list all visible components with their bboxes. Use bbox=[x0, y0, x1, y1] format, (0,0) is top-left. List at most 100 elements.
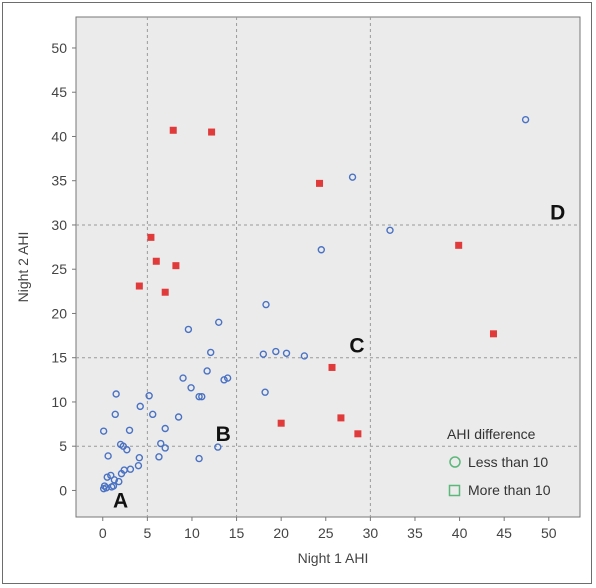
y-tick-label: 10 bbox=[51, 394, 67, 410]
scatter-point-less-than-10 bbox=[134, 461, 143, 470]
x-tick-label: 40 bbox=[452, 525, 468, 541]
plot-area bbox=[75, 16, 581, 518]
scatter-point-more-than-10 bbox=[169, 126, 177, 134]
x-tick-label: 45 bbox=[496, 525, 512, 541]
x-tick-label: 0 bbox=[99, 525, 107, 541]
scatter-point-less-than-10 bbox=[195, 392, 203, 401]
y-tick-label: 35 bbox=[51, 173, 67, 189]
scatter-point-less-than-10 bbox=[145, 392, 153, 400]
legend: AHI difference Less than 10 More than 10 bbox=[447, 426, 551, 498]
series-more-than-10 bbox=[135, 126, 497, 438]
scatter-point-more-than-10 bbox=[152, 257, 160, 265]
scatter-point-less-than-10 bbox=[179, 374, 187, 382]
scatter-point-less-than-10 bbox=[112, 390, 120, 398]
x-axis-ticks: 0 5 10 15 20 25 30 35 40 45 50 bbox=[99, 517, 557, 541]
scatter-point-less-than-10 bbox=[259, 350, 268, 358]
scatter-point-less-than-10 bbox=[206, 348, 215, 357]
scatter-point-less-than-10 bbox=[161, 444, 169, 452]
scatter-point-less-than-10 bbox=[282, 349, 291, 357]
scatter-point-more-than-10 bbox=[337, 414, 345, 422]
y-axis-ticks: 0 5 10 15 20 25 30 35 40 45 50 bbox=[51, 40, 76, 498]
scatter-point-more-than-10 bbox=[135, 282, 143, 290]
scatter-point-less-than-10 bbox=[300, 352, 309, 360]
y-axis-title: Night 2 AHI bbox=[15, 232, 31, 303]
x-tick-label: 25 bbox=[318, 525, 334, 541]
y-tick-label: 20 bbox=[51, 305, 67, 321]
scatter-point-more-than-10 bbox=[172, 262, 180, 270]
y-tick-label: 40 bbox=[51, 128, 67, 144]
x-axis-title: Night 1 AHI bbox=[298, 550, 369, 566]
scatter-point-less-than-10 bbox=[348, 173, 357, 181]
legend-title: AHI difference bbox=[447, 426, 536, 442]
scatter-point-less-than-10 bbox=[261, 388, 269, 396]
x-tick-label: 35 bbox=[407, 525, 423, 541]
scatter-point-less-than-10 bbox=[187, 384, 195, 392]
region-labels: A B C D bbox=[113, 202, 565, 513]
scatter-point-less-than-10 bbox=[149, 410, 157, 419]
x-tick-label: 20 bbox=[273, 525, 289, 541]
scatter-point-less-than-10 bbox=[220, 376, 228, 384]
scatter-point-less-than-10 bbox=[262, 300, 270, 309]
region-label-b: B bbox=[216, 423, 231, 446]
scatter-point-less-than-10 bbox=[272, 347, 280, 356]
scatter-point-less-than-10 bbox=[135, 454, 144, 462]
scatter-point-more-than-10 bbox=[277, 419, 285, 427]
x-tick-label: 10 bbox=[184, 525, 200, 541]
scatter-point-less-than-10 bbox=[184, 325, 193, 334]
scatter-point-less-than-10 bbox=[155, 453, 163, 461]
scatter-point-less-than-10 bbox=[203, 367, 211, 375]
y-tick-label: 25 bbox=[51, 261, 67, 277]
scatter-point-less-than-10 bbox=[115, 477, 123, 486]
y-tick-label: 5 bbox=[59, 438, 67, 454]
series-less-than-10 bbox=[99, 115, 530, 493]
x-tick-label: 50 bbox=[541, 525, 557, 541]
scatter-point-more-than-10 bbox=[354, 430, 362, 438]
scatter-point-more-than-10 bbox=[161, 288, 169, 296]
scatter-point-more-than-10 bbox=[208, 128, 216, 136]
scatter-point-less-than-10 bbox=[103, 473, 111, 481]
scatter-point-less-than-10 bbox=[223, 374, 232, 382]
y-tick-label: 0 bbox=[59, 482, 67, 498]
scatter-point-more-than-10 bbox=[455, 241, 463, 249]
legend-entry-less-than-10: Less than 10 bbox=[468, 454, 548, 470]
scatter-point-more-than-10 bbox=[489, 330, 497, 338]
scatter-point-less-than-10 bbox=[110, 476, 119, 484]
scatter-point-less-than-10 bbox=[521, 115, 530, 124]
legend-square-marker bbox=[448, 484, 461, 497]
scatter-point-more-than-10 bbox=[316, 179, 324, 187]
scatter-point-less-than-10 bbox=[104, 452, 112, 460]
scatter-point-less-than-10 bbox=[317, 246, 326, 254]
y-tick-label: 30 bbox=[51, 217, 67, 233]
scatter-point-less-than-10 bbox=[123, 446, 131, 454]
x-tick-label: 5 bbox=[143, 525, 151, 541]
scatter-point-less-than-10 bbox=[174, 413, 183, 421]
scatter-point-less-than-10 bbox=[161, 424, 169, 433]
y-tick-label: 45 bbox=[51, 84, 67, 100]
scatter-point-less-than-10 bbox=[198, 392, 206, 401]
y-tick-label: 50 bbox=[51, 40, 67, 56]
scatter-point-less-than-10 bbox=[214, 443, 222, 451]
legend-circle-marker bbox=[449, 456, 461, 468]
scatter-point-less-than-10 bbox=[107, 471, 115, 480]
legend-entry-more-than-10: More than 10 bbox=[468, 482, 551, 498]
region-label-c: C bbox=[349, 334, 364, 357]
region-label-d: D bbox=[550, 202, 565, 225]
scatter-point-less-than-10 bbox=[125, 426, 134, 434]
scatter-point-less-than-10 bbox=[157, 439, 165, 448]
scatter-point-more-than-10 bbox=[328, 363, 336, 371]
scatter-point-less-than-10 bbox=[386, 226, 394, 234]
x-tick-label: 15 bbox=[229, 525, 245, 541]
scatter-point-less-than-10 bbox=[111, 410, 119, 419]
y-tick-label: 15 bbox=[51, 350, 67, 366]
x-tick-label: 30 bbox=[363, 525, 379, 541]
region-label-a: A bbox=[113, 489, 128, 512]
scatter-point-more-than-10 bbox=[147, 233, 155, 241]
chart-frame bbox=[2, 2, 592, 584]
scatter-point-less-than-10 bbox=[100, 482, 109, 490]
scatter-point-less-than-10 bbox=[126, 465, 135, 473]
scatter-point-less-than-10 bbox=[215, 318, 223, 327]
scatter-point-less-than-10 bbox=[99, 427, 108, 435]
scatter-point-less-than-10 bbox=[136, 402, 144, 411]
scatter-point-less-than-10 bbox=[195, 454, 203, 463]
